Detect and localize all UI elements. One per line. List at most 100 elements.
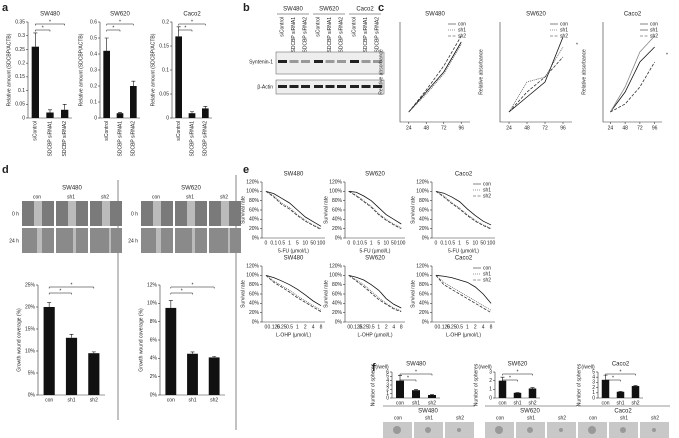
x-tick-label: 0.125 xyxy=(268,324,281,330)
legend-label: sh2 xyxy=(560,33,568,39)
x-tick-label: 100 xyxy=(487,240,496,246)
x-tick-label: con xyxy=(45,397,53,403)
series-line xyxy=(610,46,655,113)
y-tick-label: 5 xyxy=(386,374,389,380)
y-tick-label: 4 xyxy=(386,378,389,384)
x-tick-label: SDCBP siRNA1 xyxy=(47,121,53,157)
image-row: 0 h xyxy=(131,211,138,217)
x-tick-label: 4 xyxy=(312,324,315,330)
significance: * xyxy=(407,375,409,381)
chart-title: SW620 xyxy=(365,172,385,178)
significance: * xyxy=(42,25,44,31)
x-tick-label: 96 xyxy=(560,125,566,131)
x-tick-label: 48 xyxy=(524,125,530,131)
wound-gap xyxy=(228,228,230,253)
y-axis-label: Survival rate xyxy=(410,280,416,308)
series-line xyxy=(348,274,402,309)
error-bar xyxy=(118,112,122,114)
y-tick-label: 0 xyxy=(22,115,25,121)
image-column: sh1 xyxy=(186,194,194,200)
legend-label: sh2 xyxy=(483,277,491,283)
y-tick-label: 4% xyxy=(150,356,158,362)
bar xyxy=(88,353,100,395)
significance-bracket xyxy=(35,23,65,26)
y-tick-label: 20% xyxy=(249,226,260,232)
image-title: SW480 xyxy=(418,409,438,415)
blot-lane: SDCBP siRNA2 xyxy=(302,17,308,53)
error-bar xyxy=(203,106,208,109)
x-axis-label: 5-FU (µmol/L) xyxy=(360,248,391,254)
y-tick-label: 80% xyxy=(249,198,260,204)
y-tick-label: 6 xyxy=(386,369,389,375)
x-tick-label: SDCBP siRNA2 xyxy=(203,121,209,157)
x-axis-label: L-OHP (µmol/L) xyxy=(446,332,481,338)
significance: * xyxy=(71,282,73,288)
x-tick-label: 0 xyxy=(435,324,438,330)
y-axis-label: Relative absorbance xyxy=(478,49,484,95)
error-bar xyxy=(33,32,38,47)
image-title: SW620 xyxy=(520,409,540,415)
series-line xyxy=(348,274,402,312)
wound-gap xyxy=(68,201,76,226)
x-axis-label: L-OHP (µmol/L) xyxy=(357,332,392,338)
x-tick-label: 1 xyxy=(466,324,469,330)
y-tick-label: 0.2 xyxy=(18,60,25,66)
image-column: sh2 xyxy=(220,194,228,200)
error-bar xyxy=(190,351,195,354)
series-line xyxy=(265,190,322,227)
y-tick-label: 0.1 xyxy=(90,99,97,105)
y-tick-label: 20% xyxy=(419,310,430,316)
significance: * xyxy=(184,25,186,31)
y-axis-label: Survival rate xyxy=(323,280,329,308)
image-title: SW620 xyxy=(181,186,201,192)
blot-band xyxy=(325,85,335,88)
series-line xyxy=(348,190,402,230)
series-line xyxy=(348,190,402,229)
significance: * xyxy=(119,19,121,25)
y-tick-label: 0.05 xyxy=(15,102,25,108)
bar xyxy=(528,388,537,398)
legend-label: sh1 xyxy=(458,27,466,33)
x-tick-label: sh2 xyxy=(631,400,639,406)
x-tick-label: siControl xyxy=(33,121,39,141)
significance: * xyxy=(517,369,519,375)
chart-title: SW480 xyxy=(425,12,445,18)
x-tick-label: 0.5 xyxy=(286,324,293,330)
axis xyxy=(499,22,572,123)
y-tick-label: 120% xyxy=(329,263,342,269)
sphere xyxy=(495,426,503,434)
x-tick-label: 1 xyxy=(296,324,299,330)
x-tick-label: 5 xyxy=(466,240,469,246)
y-tick-label: 0% xyxy=(422,235,430,241)
error-bar xyxy=(603,374,608,380)
x-tick-label: 8 xyxy=(320,324,323,330)
bar xyxy=(188,113,196,118)
legend-label: con xyxy=(650,21,658,27)
x-tick-label: sh1 xyxy=(67,397,75,403)
x-tick-label: sh2 xyxy=(428,400,436,406)
x-axis-label: 5-FU (µmol/L) xyxy=(448,248,479,254)
error-bar xyxy=(104,37,109,51)
x-tick-label: 0.5 xyxy=(360,240,367,246)
image-row: 0 h xyxy=(12,211,19,217)
y-tick-label: 100% xyxy=(416,273,429,279)
significance: * xyxy=(415,369,417,375)
x-tick-label: 0.5 xyxy=(278,240,285,246)
x-tick-label: con xyxy=(498,400,506,406)
x-tick-label: SDCBP siRNA1 xyxy=(189,121,195,157)
blot-band xyxy=(350,60,359,63)
x-tick-label: 10 xyxy=(303,240,309,246)
image-column: sh1 xyxy=(527,415,535,421)
y-tick-label: 15% xyxy=(25,326,36,332)
chart-title: SW620 xyxy=(110,12,130,18)
x-tick-label: 72 xyxy=(542,125,548,131)
legend-label: sh2 xyxy=(458,33,466,39)
blot-band xyxy=(301,60,310,63)
significance-bracket xyxy=(502,373,533,376)
y-axis-label: Survival rate xyxy=(240,196,246,224)
error-bar xyxy=(618,390,623,392)
legend-label: con xyxy=(483,181,491,187)
error-bar xyxy=(69,333,74,338)
x-tick-label: 96 xyxy=(458,125,464,131)
significance-bracket xyxy=(48,286,95,289)
